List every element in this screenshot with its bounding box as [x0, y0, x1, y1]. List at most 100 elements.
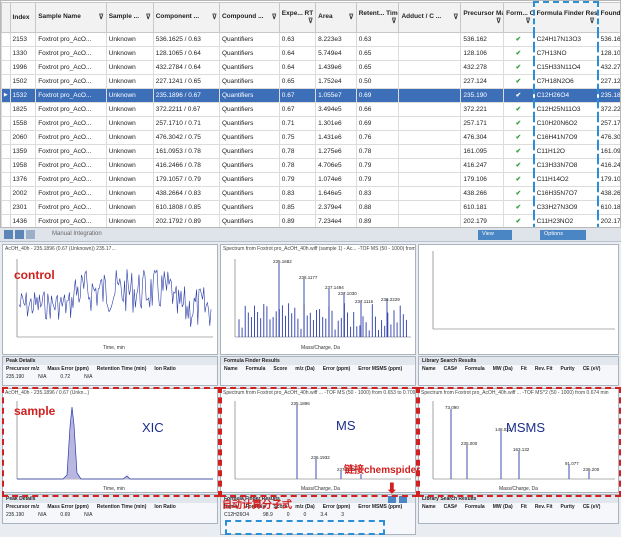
table-row[interactable]: 2060 Foxtrot pro_AcO... Unknown 476.3042 / …: [1, 129, 620, 145]
xic-label: XIC: [142, 420, 164, 435]
column-header[interactable]: Sample Name ⊽: [35, 1, 107, 33]
msms-caption: Spectrum from Foxtrot pro_AcOH_40h.wiff …: [421, 390, 609, 396]
table-cell: 8.223e3: [315, 31, 357, 47]
layout-icon[interactable]: [26, 230, 35, 239]
column-header[interactable]: Area ⊽: [315, 1, 357, 33]
peak-label: 236.1177: [299, 275, 318, 280]
x-axis-label: Time, min: [103, 345, 125, 351]
analysis-workspace: Manual Integration View Options AcOH_40h…: [0, 228, 621, 537]
table-cell: 257.171: [460, 115, 505, 131]
filter-icon[interactable]: ⊽: [391, 17, 397, 25]
column-header[interactable]: Retent... Time ⊽: [355, 1, 400, 33]
filter-icon[interactable]: ⊽: [271, 14, 277, 21]
table-row[interactable]: 1376 Foxtrot pro_AcO... Unknown 179.1057 / …: [1, 171, 620, 187]
column-header[interactable]: Expe... RT ⊽: [278, 1, 317, 33]
column-header[interactable]: Precursor Mass⊽: [460, 1, 505, 33]
peak-label: 148.022: [495, 427, 512, 432]
table-cell: Unknown: [105, 59, 154, 75]
peak-column-label: Ion Ratio: [154, 366, 176, 372]
column-header[interactable]: Formula Finder Results⊽: [532, 1, 599, 33]
workspace-toolbar: Manual Integration View Options: [0, 228, 621, 242]
table-row[interactable]: 2002 Foxtrot pro_AcO... Unknown 438.2664 / …: [1, 185, 620, 201]
filter-icon[interactable]: ⊽: [453, 14, 459, 21]
table-cell: Quantifiers: [218, 101, 280, 117]
xic-caption: AcOH_40h - 235.1896 (0.67 (Unknown)) 235…: [5, 246, 116, 252]
table-row[interactable]: 1330 Foxtrot pro_AcO... Unknown 128.1065 / …: [1, 45, 620, 61]
table-row[interactable]: ▶ 1532 Foxtrot pro_AcO... Unknown 235.1896 /…: [1, 87, 620, 103]
table-cell: ✔: [503, 157, 535, 173]
table-cell: 2060: [9, 129, 37, 145]
xic-control-pane[interactable]: AcOH_40h - 235.1896 (0.67 (Unknown)) 235…: [2, 244, 218, 355]
peak-details-values: 235.190 N/A 0.72 N/A: [3, 373, 217, 381]
chemspider-link-button[interactable]: [388, 496, 396, 503]
library-column-label: Fit: [520, 504, 527, 510]
table-row[interactable]: 2301 Foxtrot pro_AcO... Unknown 610.1808 / …: [1, 199, 620, 215]
filter-icon[interactable]: ⊽: [525, 17, 531, 25]
table-cell: Quantifiers: [218, 45, 280, 61]
table-cell: Foxtrot pro_AcO...: [35, 171, 107, 187]
column-header[interactable]: Compound ... ⊽: [218, 1, 280, 33]
table-cell: Unknown: [105, 73, 154, 89]
table-row[interactable]: 1558 Foxtrot pro_AcO... Unknown 257.1710 / …: [1, 115, 620, 131]
column-header[interactable]: Form... Confi...⊽: [503, 1, 535, 33]
formula-finder-row[interactable]: C12H26O4 98.9 0 0 3.4 3: [221, 511, 415, 519]
x-axis-label: Mass/Charge, Da: [301, 486, 340, 492]
table-cell: ✔: [503, 129, 535, 145]
peak-label: 163.132: [513, 447, 530, 452]
filter-icon[interactable]: ⊽: [98, 14, 104, 21]
table-row[interactable]: 1359 Foxtrot pro_AcO... Unknown 161.0953 / …: [1, 143, 620, 159]
column-header[interactable]: Adduct / C ... ⊽: [398, 1, 462, 33]
ms-control-pane[interactable]: Spectrum from Foxtrot pro_AcOH_40h.wiff …: [220, 244, 416, 355]
table-cell: 1436: [9, 213, 37, 227]
table-row[interactable]: 1825 Foxtrot pro_AcO... Unknown 372.2211 / …: [1, 101, 620, 117]
library-control-pane[interactable]: [418, 244, 619, 355]
table-cell: Quantifiers: [218, 129, 280, 145]
filter-icon[interactable]: ⊽: [308, 17, 314, 25]
layout-icon[interactable]: [15, 230, 24, 239]
table-row[interactable]: 2153 Foxtrot pro_AcO... Unknown 536.1625 / …: [1, 31, 620, 47]
ms-sample-pane[interactable]: Spectrum from Foxtrot pro_AcOH_40h.wiff …: [220, 388, 416, 493]
column-header[interactable]: Sample ... ⊽: [105, 1, 154, 33]
view-dropdown[interactable]: View: [478, 230, 512, 240]
table-cell: 4.706e5: [315, 157, 357, 173]
column-header[interactable]: Index: [9, 1, 37, 33]
layout-icon[interactable]: [4, 230, 13, 239]
table-cell: [398, 185, 462, 201]
table-cell: [398, 59, 462, 75]
table-cell: 235.1896 / 0.67: [152, 87, 220, 103]
table-row[interactable]: 1436 Foxtrot pro_AcO... Unknown 202.1792 / …: [1, 213, 620, 227]
table-cell: 1359: [9, 143, 37, 159]
table-cell: C15H33N11O4: [532, 59, 599, 75]
table-cell: 0.64: [278, 59, 317, 75]
chemspider-annotation: 链接chemspider: [344, 465, 421, 476]
table-row[interactable]: 1502 Foxtrot pro_AcO... Unknown 227.1241 / …: [1, 73, 620, 89]
chemspider-link-button-2[interactable]: [399, 496, 407, 503]
filter-icon[interactable]: ⊽: [211, 14, 217, 21]
table-cell: 161.095: [460, 143, 505, 159]
row-marker: [1, 199, 11, 215]
column-header[interactable]: Found At Mass⊽: [597, 1, 620, 33]
formula-column-label: Error (ppm): [322, 504, 351, 510]
table-cell: 0.75: [278, 129, 317, 145]
library-search-columns: Name CAS# Formula MW (Da) Fit Rev. Fit Purity C…: [419, 365, 618, 373]
table-row[interactable]: 1996 Foxtrot pro_AcO... Unknown 432.2784 / …: [1, 59, 620, 75]
table-cell: 1.439e6: [315, 59, 357, 75]
xic-sample-pane[interactable]: AcOH_40h - 235.1896 / 0.67 (Unkn...) Tim…: [2, 388, 218, 493]
formula-row-highlight: [225, 520, 385, 535]
filter-icon[interactable]: ⊽: [496, 17, 502, 25]
filter-icon[interactable]: ⊽: [145, 14, 151, 21]
table-row[interactable]: 1958 Foxtrot pro_AcO... Unknown 416.2466 / …: [1, 157, 620, 173]
options-dropdown[interactable]: Options: [540, 230, 586, 240]
table-cell: 0.83: [355, 185, 400, 201]
peak-value: 0.72: [60, 374, 71, 380]
filter-icon[interactable]: ⊽: [589, 17, 595, 25]
table-cell: 1.074e6: [315, 171, 357, 187]
msms-label: MSMS: [506, 420, 545, 435]
table-cell: 161.0955: [597, 143, 620, 159]
filter-icon[interactable]: ⊽: [348, 14, 354, 21]
table-cell: 202.179: [460, 213, 505, 227]
column-header[interactable]: Component ... ⊽: [152, 1, 220, 33]
table-cell: Quantifiers: [218, 213, 280, 227]
table-cell: ✔: [503, 73, 535, 89]
row-marker: [1, 143, 11, 159]
